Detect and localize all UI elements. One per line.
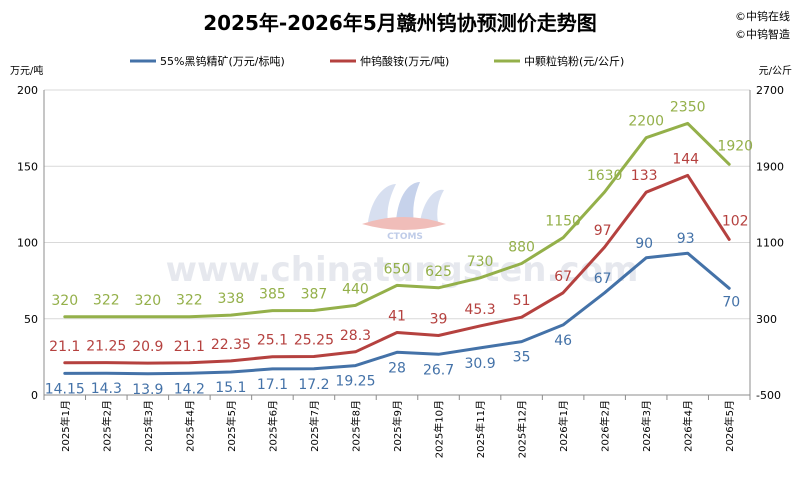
- left-tick-label: 0: [31, 389, 38, 402]
- legend-label: 仲钨酸铵(万元/吨): [360, 54, 449, 68]
- legend: 55%黑钨精矿(万元/标吨) 仲钨酸铵(万元/吨) 中颗粒钨粉(元/公斤): [130, 54, 624, 68]
- x-tick-label: 2025年1月: [59, 400, 72, 452]
- x-tick-label: 2025年11月: [474, 400, 487, 458]
- right-tick-label: 300: [756, 313, 777, 326]
- x-tick-label: 2026年2月: [599, 400, 612, 452]
- right-tick-label: -500: [756, 389, 781, 402]
- data-label: 17.2: [298, 377, 329, 393]
- x-tick-label: 2025年12月: [516, 400, 529, 458]
- data-label: 45.3: [464, 302, 495, 318]
- left-tick-label: 150: [17, 160, 38, 173]
- data-label: 28: [388, 360, 406, 376]
- data-label: 102: [722, 213, 749, 229]
- data-label: 625: [425, 264, 452, 280]
- data-label: 320: [51, 293, 78, 309]
- data-label: 26.7: [423, 362, 454, 378]
- data-label: 144: [672, 151, 699, 167]
- x-tick-label: 2026年5月: [723, 400, 736, 452]
- left-tick-label: 200: [17, 84, 38, 97]
- data-label: 28.3: [340, 328, 371, 344]
- data-label: 67: [594, 271, 612, 287]
- x-axis-ticks: 2025年1月 2025年2月 2025年3月 2025年4月 2025年5月 2025年…: [44, 395, 750, 458]
- data-label: 2350: [670, 99, 706, 115]
- x-tick-label: 2025年4月: [183, 400, 196, 452]
- data-label: 440: [342, 281, 369, 297]
- x-tick-label: 2025年8月: [349, 400, 362, 452]
- data-label: 880: [508, 239, 535, 255]
- legend-label: 55%黑钨精矿(万元/标吨): [160, 54, 285, 68]
- data-label: 322: [93, 293, 120, 309]
- data-label: 39: [430, 312, 448, 328]
- data-label: 14.15: [45, 381, 85, 397]
- data-label: 14.3: [91, 381, 122, 397]
- data-label: 90: [635, 236, 653, 252]
- data-label: 30.9: [464, 356, 495, 372]
- x-tick-label: 2025年9月: [391, 400, 404, 452]
- x-tick-label: 2025年3月: [142, 400, 155, 452]
- watermark-logo-text: CTOMS: [387, 232, 423, 242]
- data-label: 650: [384, 261, 411, 277]
- data-label: 35: [513, 350, 531, 366]
- x-tick-label: 2025年2月: [100, 400, 113, 452]
- legend-label: 中颗粒钨粉(元/公斤): [524, 54, 624, 68]
- data-label: 97: [594, 223, 612, 239]
- data-label: 13.9: [132, 382, 163, 398]
- x-tick-label: 2025年7月: [308, 400, 321, 452]
- data-label: 385: [259, 287, 286, 303]
- data-label: 41: [388, 308, 406, 324]
- left-tick-label: 100: [17, 237, 38, 250]
- data-label: 70: [722, 294, 740, 310]
- data-label: 25.25: [294, 332, 334, 348]
- data-label: 338: [218, 291, 245, 307]
- data-label: 51: [513, 293, 531, 309]
- data-label: 46: [554, 333, 572, 349]
- data-label: 730: [467, 254, 494, 270]
- x-tick-label: 2026年3月: [640, 400, 653, 452]
- data-label: 25.1: [257, 333, 288, 349]
- data-label: 21.1: [49, 339, 80, 355]
- right-tick-label: 2700: [756, 84, 784, 97]
- data-label: 133: [631, 168, 658, 184]
- data-label: 320: [134, 293, 161, 309]
- chart-title: 2025年-2026年5月赣州钨协预测价走势图: [203, 11, 597, 35]
- data-label: 15.1: [215, 380, 246, 396]
- x-tick-label: 2025年5月: [225, 400, 238, 452]
- brand-line-1: ©中钨在线: [735, 9, 790, 23]
- brand-line-2: ©中钨智造: [735, 27, 790, 41]
- data-label: 20.9: [132, 339, 163, 355]
- data-label: 19.25: [335, 374, 375, 390]
- data-label: 21.25: [86, 339, 126, 355]
- right-tick-label: 1100: [756, 237, 784, 250]
- right-axis-unit: 元/公斤: [759, 65, 792, 77]
- data-label: 1150: [545, 214, 581, 230]
- data-label: 14.2: [174, 381, 205, 397]
- data-label: 22.35: [211, 337, 251, 353]
- data-label: 1920: [717, 138, 753, 154]
- data-label: 93: [677, 231, 695, 247]
- x-tick-label: 2025年10月: [433, 400, 446, 458]
- right-tick-label: 1900: [756, 160, 784, 173]
- left-axis-unit: 万元/吨: [10, 64, 43, 77]
- data-label: 2200: [628, 114, 664, 130]
- data-label: 67: [554, 269, 572, 285]
- x-tick-label: 2026年4月: [682, 400, 695, 452]
- x-tick-label: 2026年1月: [557, 400, 570, 452]
- x-tick-label: 2025年6月: [266, 400, 279, 452]
- data-label: 21.1: [174, 339, 205, 355]
- data-label: 17.1: [257, 377, 288, 393]
- left-tick-label: 50: [24, 313, 38, 326]
- data-label: 387: [301, 286, 328, 302]
- data-label: 1630: [587, 168, 623, 184]
- data-label: 322: [176, 293, 203, 309]
